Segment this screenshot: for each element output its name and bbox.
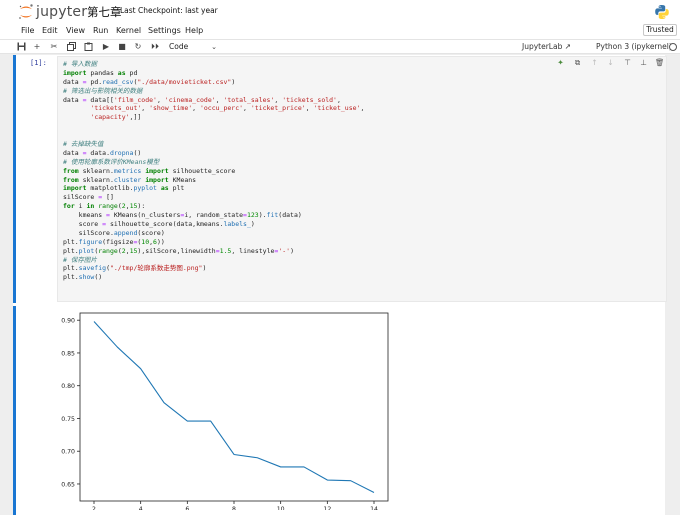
y-tick-label: 0.65 bbox=[61, 481, 75, 488]
insert-above-icon[interactable]: ⊤ bbox=[624, 58, 631, 67]
code-line: 'capacity',]] bbox=[90, 113, 142, 122]
x-tick-label: 4 bbox=[139, 506, 143, 510]
trusted-button[interactable]: Trusted bbox=[643, 24, 677, 36]
y-tick-label: 0.85 bbox=[61, 350, 75, 357]
x-tick-label: 2 bbox=[92, 506, 96, 510]
ai-sparkle-icon[interactable]: ✦ bbox=[557, 58, 564, 67]
duplicate-cell-icon[interactable]: ⧉ bbox=[574, 58, 581, 67]
jupyterlab-label: JupyterLab bbox=[522, 42, 563, 51]
menu-file[interactable]: File bbox=[21, 26, 35, 35]
run-icon[interactable]: ▶ bbox=[102, 42, 110, 51]
code-line: # 使用轮廓系数评价KMeans模型 bbox=[63, 157, 160, 166]
code-line: import pandas as pd bbox=[63, 68, 138, 77]
interrupt-icon[interactable]: ■ bbox=[118, 42, 126, 51]
python-logo-icon bbox=[654, 4, 670, 20]
output-collapser[interactable] bbox=[13, 306, 16, 515]
menu-bar: File Edit View Run Kernel Settings Help bbox=[0, 23, 680, 39]
series-group bbox=[93, 321, 375, 493]
restart-icon[interactable]: ↻ bbox=[134, 42, 142, 51]
menu-run[interactable]: Run bbox=[93, 26, 109, 35]
execution-count-prompt: [1]: bbox=[30, 59, 47, 67]
plot-background bbox=[57, 310, 389, 510]
notebook-toolbar: + ✂ ▶ ■ ↻ ⏵⏵ Code ⌄ JupyterLab ↗ Python … bbox=[0, 39, 680, 54]
chevron-down-icon: ⌄ bbox=[211, 43, 217, 51]
code-line: import matplotlib.pyplot as plt bbox=[63, 184, 185, 193]
open-in-jupyterlab-link[interactable]: JupyterLab ↗ bbox=[522, 42, 571, 51]
add-cell-icon[interactable]: + bbox=[33, 42, 41, 51]
last-checkpoint: Last Checkpoint: last year bbox=[120, 6, 218, 15]
y-axis: 0.65 0.70 0.75 0.80 0.85 0.90 bbox=[61, 318, 80, 488]
kernel-status-icon bbox=[669, 43, 677, 51]
code-line: ​ bbox=[63, 122, 364, 131]
y-tick-label: 0.80 bbox=[61, 383, 75, 390]
kernel-name[interactable]: Python 3 (ipykernel) bbox=[596, 42, 672, 51]
top-header: jupyter 第七章 Last Checkpoint: last year bbox=[0, 0, 680, 23]
x-tick-label: 6 bbox=[185, 506, 189, 510]
silhouette-line-chart: 0.65 0.70 0.75 0.80 0.85 0.90 2 4 6 8 10 12 14 bbox=[57, 310, 389, 510]
code-line: from sklearn.cluster import KMeans bbox=[63, 175, 197, 184]
cell-type-select[interactable]: Code ⌄ bbox=[169, 41, 217, 53]
menu-view[interactable]: View bbox=[66, 26, 85, 35]
active-cell-indicator[interactable] bbox=[13, 55, 16, 303]
code-line: for i in range(2,15): bbox=[63, 202, 146, 211]
code-line: plt.show() bbox=[63, 273, 103, 282]
code-line: # 导入数据 bbox=[63, 60, 97, 68]
paste-icon[interactable] bbox=[83, 42, 93, 52]
code-content: # 导入数据 import pandas as pd data = pd.read_… bbox=[63, 60, 364, 282]
insert-below-icon[interactable]: ⊥ bbox=[640, 58, 647, 67]
delete-cell-icon[interactable]: 🗑 bbox=[655, 58, 665, 67]
menu-settings[interactable]: Settings bbox=[148, 26, 181, 35]
code-line: 'tickets_out', 'show_time', 'occu_perc',… bbox=[90, 104, 365, 113]
menu-edit[interactable]: Edit bbox=[42, 26, 58, 35]
code-line: silScore.append(score) bbox=[63, 228, 165, 237]
x-axis: 2 4 6 8 10 12 14 bbox=[92, 501, 378, 510]
series-line bbox=[93, 321, 375, 493]
menu-help[interactable]: Help bbox=[185, 26, 204, 35]
move-down-icon[interactable]: ↓ bbox=[607, 58, 614, 67]
code-line: kmeans = KMeans(n_clusters=i, random_sta… bbox=[63, 211, 302, 220]
code-line: plt.figure(figsize=(10,6)) bbox=[63, 237, 165, 246]
x-tick-label: 10 bbox=[277, 506, 285, 510]
code-line: score = silhouette_score(data,kmeans.lab… bbox=[63, 220, 255, 229]
code-line: # 保存图片 bbox=[63, 255, 97, 264]
code-line: data = data[['film_code', 'cinema_code',… bbox=[63, 95, 341, 104]
code-line: from sklearn.metrics import silhouette_s… bbox=[63, 166, 236, 175]
code-line: plt.savefig("./tmp/轮廓系数走势图.png") bbox=[63, 264, 207, 273]
jupyter-logo-icon bbox=[19, 4, 33, 19]
jupyter-wordmark: jupyter bbox=[36, 4, 88, 20]
code-line: silScore = [] bbox=[63, 193, 114, 202]
y-tick-label: 0.70 bbox=[61, 449, 75, 456]
code-line: # 筛选出与影院相关的数据 bbox=[63, 86, 143, 95]
jupyter-logo[interactable]: jupyter bbox=[17, 3, 97, 21]
notebook-title[interactable]: 第七章 bbox=[87, 5, 122, 19]
save-icon[interactable] bbox=[16, 42, 26, 52]
cut-icon[interactable]: ✂ bbox=[50, 42, 58, 51]
move-up-icon[interactable]: ↑ bbox=[591, 58, 598, 67]
x-tick-label: 14 bbox=[370, 506, 378, 510]
code-line: # 去掉缺失值 bbox=[63, 140, 104, 149]
copy-icon[interactable] bbox=[66, 42, 76, 52]
code-line: data = data.dropna() bbox=[63, 148, 142, 157]
chart-svg: 0.65 0.70 0.75 0.80 0.85 0.90 2 4 6 8 10 12 14 bbox=[57, 310, 389, 510]
cell-type-value: Code bbox=[169, 42, 189, 51]
cell-toolbar: ✦ ⧉ ↑ ↓ ⊤ ⊥ 🗑 bbox=[556, 58, 666, 68]
x-tick-label: 12 bbox=[323, 506, 331, 510]
menu-kernel[interactable]: Kernel bbox=[116, 26, 142, 35]
code-line: plt.plot(range(2,15),silScore,linewidth=… bbox=[63, 246, 294, 255]
code-line: ​ bbox=[63, 131, 364, 140]
code-editor[interactable]: # 导入数据 import pandas as pd data = pd.read_… bbox=[57, 56, 667, 302]
y-tick-label: 0.75 bbox=[61, 416, 75, 423]
external-link-icon: ↗ bbox=[564, 42, 572, 51]
x-tick-label: 8 bbox=[232, 506, 236, 510]
code-line: data = pd.read_csv("./data/movieticket.c… bbox=[63, 77, 236, 86]
y-tick-label: 0.90 bbox=[61, 318, 75, 325]
restart-run-all-icon[interactable]: ⏵⏵ bbox=[151, 42, 159, 51]
